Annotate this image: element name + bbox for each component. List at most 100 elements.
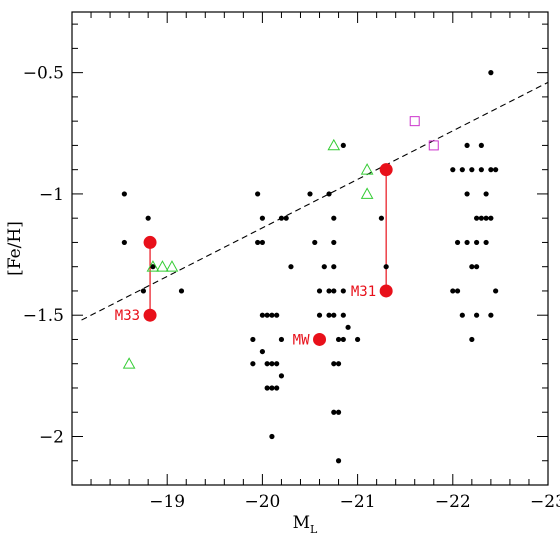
data-point-18 [250,361,256,367]
data-point-66 [469,264,475,270]
x-tick-label: −23 [530,492,560,512]
data-point-42 [331,361,337,367]
data-point-19 [259,348,265,355]
data-point-44 [335,361,342,367]
data-point-34 [326,288,332,294]
data-point-83 [493,288,499,294]
data-point-31 [316,288,323,294]
data-point-60 [454,239,461,246]
x-tick-label: −19 [149,492,185,512]
data-point-67 [469,336,475,343]
highlight-label-mw: MW [293,332,310,348]
data-point-9 [259,215,265,221]
axes-layer: −19 −20 −21 −22 −23 −0.5 −1 −1.5 −2 ML [Fe/H] [5,11,560,536]
data-point-71 [474,312,480,318]
data-point-45 [340,312,346,318]
data-point-50 [340,288,346,294]
data-point-68 [474,215,480,221]
data-point-36 [326,191,332,197]
highlight-marker-0 [143,308,157,322]
data-point-35 [326,312,332,318]
data-point-74 [478,215,484,221]
square-marker-1 [428,140,439,151]
y-tick-label: −2 [39,427,64,447]
data-point-39 [331,264,337,270]
fit-line-layer [81,81,548,321]
highlight-marker-4 [379,163,393,177]
data-point-62 [464,239,470,246]
data-point-79 [488,215,494,221]
data-point-43 [335,336,342,343]
data-point-15 [269,312,275,318]
data-point-54 [383,264,389,270]
fit-line [81,81,548,321]
data-point-73 [478,167,484,173]
highlight-label-m33: M33 [115,308,140,324]
data-point-11 [283,215,289,221]
data-point-6 [255,191,261,197]
data-point-76 [483,215,489,221]
x-tick-label: −20 [244,492,280,512]
data-point-0 [121,191,127,197]
data-point-55 [340,142,346,149]
data-point-77 [483,239,489,246]
square-marker-0 [409,116,420,127]
x-axis-title-subscript: L [310,523,318,536]
triangle-marker-4 [327,138,341,151]
data-point-38 [331,239,337,246]
data-point-81 [488,70,494,76]
data-point-27 [274,385,280,391]
data-point-28 [269,433,275,440]
data-point-69 [474,239,480,246]
triangle-marker-6 [360,187,374,199]
triangle-marker-5 [360,163,374,175]
data-point-22 [274,361,280,367]
data-point-56 [450,288,456,294]
data-point-4 [150,264,156,270]
x-axis-title-main: M [293,513,310,533]
data-point-53 [378,215,384,221]
data-point-16 [274,312,280,318]
data-point-48 [335,409,342,415]
data-point-78 [488,167,494,173]
x-tick-label: −22 [435,492,471,512]
data-point-29 [307,191,313,197]
data-point-24 [278,373,285,379]
data-point-37 [331,215,337,221]
data-point-10 [278,215,285,221]
data-point-8 [259,239,265,246]
triangle-marker-0 [122,357,136,369]
data-point-23 [278,336,285,343]
data-point-80 [488,312,494,318]
highlight-marker-3 [379,284,393,298]
data-point-72 [478,142,484,149]
y-tick-label: −1.5 [23,306,64,326]
triangle-marker-2 [156,260,169,272]
data-point-7 [255,239,261,246]
data-point-51 [345,324,351,330]
x-axis-title: ML [293,513,318,536]
data-point-65 [469,167,475,173]
data-point-47 [331,409,337,415]
y-tick-label: −1 [39,185,64,205]
data-point-75 [483,191,489,197]
data-point-49 [335,458,342,464]
highlight-label-m31: M31 [351,284,376,300]
data-point-40 [331,288,337,294]
highlight-marker-1 [143,235,157,249]
x-tick-label: −21 [340,492,376,512]
data-point-58 [450,167,456,173]
data-point-59 [459,167,465,173]
data-point-70 [474,264,480,270]
data-point-61 [459,312,465,318]
highlight-marker-2 [313,332,327,346]
data-point-17 [250,336,256,343]
data-point-21 [269,361,275,367]
data-point-63 [464,191,470,197]
data-point-26 [269,385,275,391]
data-point-2 [140,288,146,294]
data-point-5 [178,288,185,294]
data-point-52 [355,336,361,343]
triangle-marker-1 [146,260,160,272]
